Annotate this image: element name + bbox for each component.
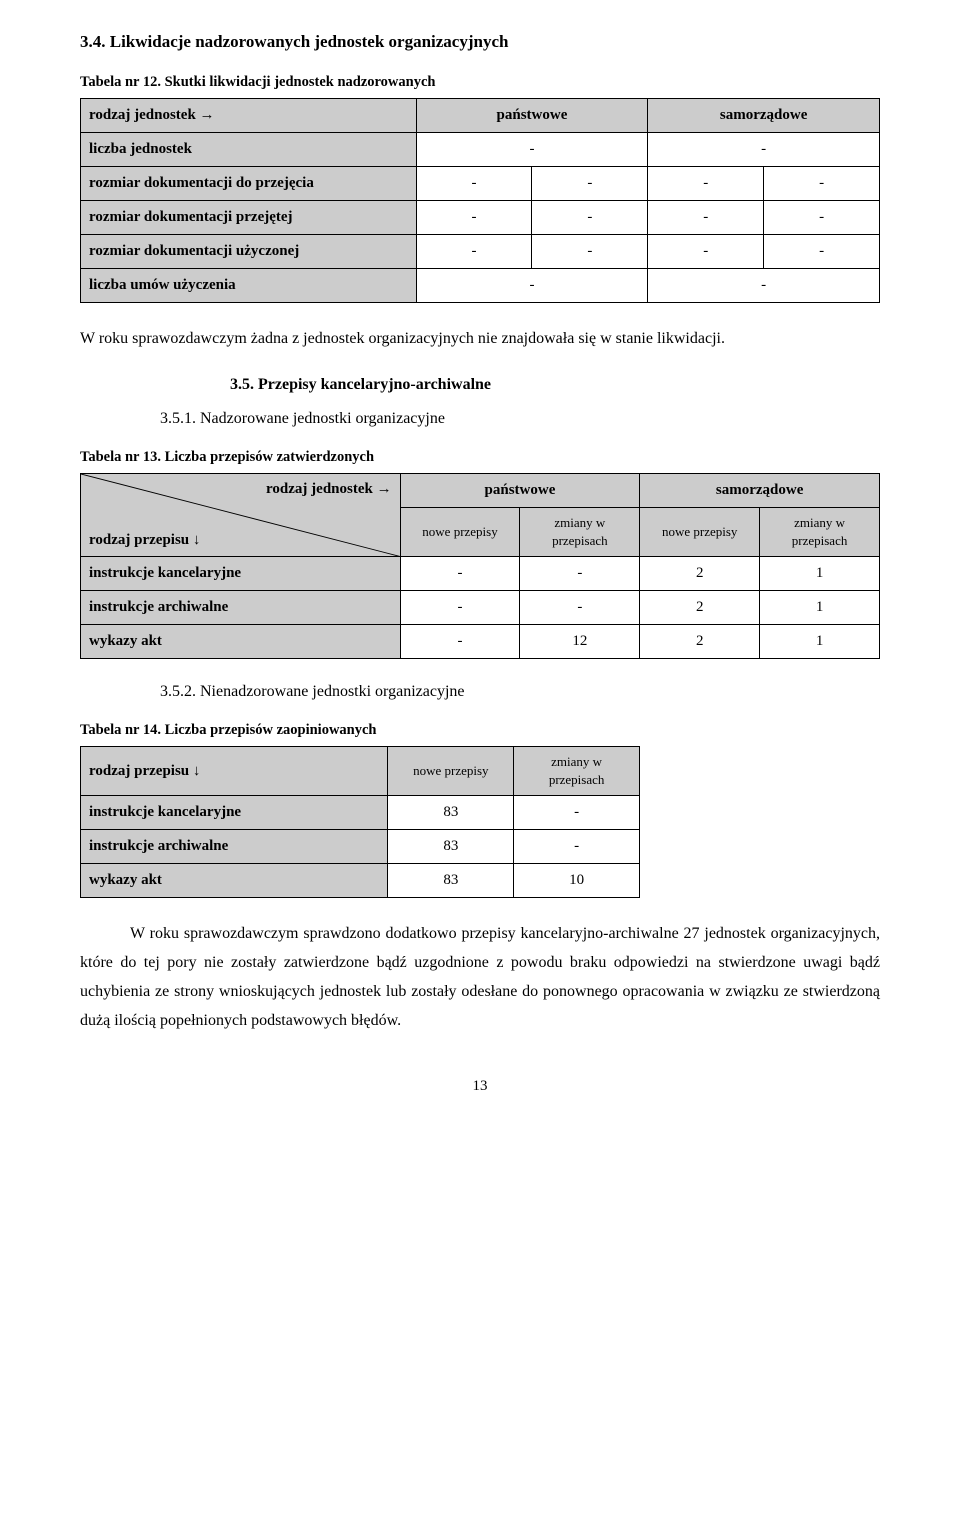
section-heading-352: 3.5.2. Nienadzorowane jednostki organiza… [160,681,880,703]
t13-sc2: zmiany w przepisach [520,507,640,556]
t13-sc1: nowe przepisy [400,507,520,556]
t13-cell: 1 [760,591,880,625]
t12-cell: - [764,201,880,235]
t12-cell: - [532,167,648,201]
t13-row-h: wykazy akt [81,625,401,659]
t12-row-h: liczba umów użyczenia [81,269,417,303]
t14-cell: - [514,830,640,864]
t14-row-h: instrukcje archiwalne [81,830,388,864]
t12-cell: - [764,235,880,269]
final-para: W roku sprawozdawczym sprawdzono dodatko… [80,920,880,1035]
t13-diag-top: rodzaj jednostek → [266,479,392,500]
t13-cell: - [400,557,520,591]
section-heading-34: 3.4. Likwidacje nadzorowanych jednostek … [80,30,880,54]
t13-row-h: instrukcje archiwalne [81,591,401,625]
t13-diag-bot: rodzaj przepisu ↓ [89,530,200,551]
t12-cell: - [648,201,764,235]
t13-row-h: instrukcje kancelaryjne [81,557,401,591]
t14-cell: 83 [388,830,514,864]
section-heading-351: 3.5.1. Nadzorowane jednostki organizacyj… [160,408,880,430]
t14-head-c1: nowe przepisy [388,747,514,796]
t12-head-c1: państwowe [416,99,648,133]
t12-cell: - [532,235,648,269]
t13-sc3: nowe przepisy [640,507,760,556]
t14-row-h: instrukcje kancelaryjne [81,796,388,830]
t13-diag-cell: rodzaj jednostek → rodzaj przepisu ↓ [81,473,401,556]
t12-cell: - [416,269,648,303]
t12-cell: - [764,167,880,201]
table-13: rodzaj jednostek → rodzaj przepisu ↓ pań… [80,473,880,659]
t12-head-rod: rodzaj jednostek → [81,99,417,133]
t14-cell: 10 [514,864,640,898]
t13-cell: - [400,591,520,625]
t14-head-rod: rodzaj przepisu ↓ [81,747,388,796]
t13-cell: - [520,591,640,625]
t13-cell: 1 [760,557,880,591]
t13-cell: 2 [640,625,760,659]
t12-cell: - [648,133,880,167]
t13-cell: 2 [640,557,760,591]
t12-row-h: liczba jednostek [81,133,417,167]
t12-cell: - [416,167,532,201]
t13-cell: 1 [760,625,880,659]
t12-cell: - [416,201,532,235]
t12-cell: - [416,133,648,167]
section-heading-35: 3.5. Przepisy kancelaryjno-archiwalne [230,374,880,396]
t13-cell: - [400,625,520,659]
table-14-label: Tabela nr 14. Liczba przepisów zaopiniow… [80,720,880,740]
t14-row-h: wykazy akt [81,864,388,898]
t13-cell: 2 [640,591,760,625]
t14-head-c2: zmiany w przepisach [514,747,640,796]
table-14: rodzaj przepisu ↓ nowe przepisy zmiany w… [80,746,640,898]
page-number: 13 [80,1076,880,1097]
t12-row-h: rozmiar dokumentacji do przejęcia [81,167,417,201]
t13-gc1: państwowe [400,473,640,507]
t13-gc2: samorządowe [640,473,880,507]
t14-cell: 83 [388,864,514,898]
t14-cell: - [514,796,640,830]
t14-cell: 83 [388,796,514,830]
t12-cell: - [416,235,532,269]
t12-row-h: rozmiar dokumentacji przejętej [81,201,417,235]
t12-cell: - [532,201,648,235]
t13-cell: - [520,557,640,591]
table-12: rodzaj jednostek → państwowe samorządowe… [80,98,880,303]
table-12-label: Tabela nr 12. Skutki likwidacji jednoste… [80,72,880,92]
t12-cell: - [648,269,880,303]
t13-cell: 12 [520,625,640,659]
t12-row-h: rozmiar dokumentacji użyczonej [81,235,417,269]
t13-sc4: zmiany w przepisach [760,507,880,556]
t12-cell: - [648,235,764,269]
t12-head-c2: samorządowe [648,99,880,133]
table-13-label: Tabela nr 13. Liczba przepisów zatwierdz… [80,447,880,467]
para-after-12: W roku sprawozdawczym żadna z jednostek … [80,325,880,354]
t12-cell: - [648,167,764,201]
